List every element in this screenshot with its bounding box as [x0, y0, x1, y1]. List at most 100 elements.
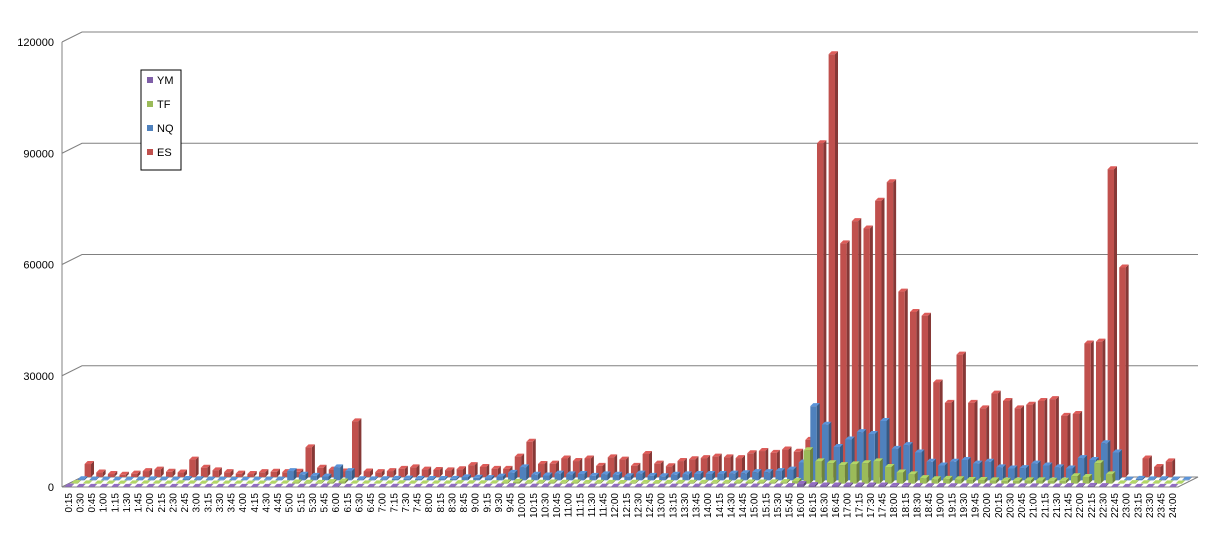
bar-side [160, 466, 164, 477]
bar-top [350, 480, 360, 484]
bar-side [722, 483, 726, 487]
bar-top [594, 479, 604, 483]
bar-side [962, 351, 966, 477]
bar-side [350, 483, 354, 487]
bar-side [71, 483, 75, 487]
bar-es [247, 474, 254, 477]
bar-ym [901, 485, 909, 487]
bar-side [554, 479, 558, 484]
bar-ym [796, 484, 804, 487]
bar-tf [768, 482, 776, 484]
bar-top [212, 467, 222, 471]
bar-es [212, 470, 219, 477]
bar-es [642, 454, 650, 477]
bar-es [131, 473, 138, 477]
bar-es [1107, 169, 1115, 478]
bar-top [584, 455, 594, 459]
bar-side [954, 483, 958, 487]
bar-side [182, 480, 186, 484]
bar-side [660, 460, 664, 477]
bar-top [750, 483, 760, 487]
bar-top [542, 472, 553, 476]
bar-top [222, 480, 232, 484]
x-tick-label: 12:15 [622, 493, 633, 518]
bar-top [189, 456, 199, 460]
bar-tf [861, 463, 869, 484]
bar-tf [687, 482, 694, 484]
bar-top [373, 480, 383, 484]
bar-side [991, 458, 995, 481]
bar-nq [205, 479, 213, 481]
bar-top [94, 480, 104, 484]
bar-side [408, 483, 412, 487]
bar-nq [263, 479, 271, 481]
bar-side [89, 480, 93, 484]
bar-es [723, 457, 731, 477]
bar-top [165, 468, 176, 472]
x-tick-label: 23:30 [1145, 493, 1156, 518]
bar-side [647, 479, 651, 484]
bar-side [1118, 449, 1122, 481]
x-tick-label: 2:45 [180, 493, 191, 513]
bar-side [740, 479, 744, 484]
bar-side [91, 461, 95, 477]
bar-top [361, 480, 372, 484]
x-tick-label: 9:00 [471, 493, 482, 513]
bar-side [542, 479, 546, 484]
bar-top [908, 471, 918, 475]
bar-top [738, 483, 749, 487]
bar-es [991, 393, 998, 477]
bar-es [1049, 399, 1056, 477]
x-tick-label: 13:00 [657, 493, 668, 518]
bar-top [390, 483, 400, 487]
x-tick-label: 21:00 [1029, 493, 1040, 518]
bar-es [293, 471, 301, 477]
bar-side [972, 476, 976, 484]
bar-side [926, 475, 930, 484]
bar-side [861, 482, 865, 487]
bar-side [526, 464, 530, 481]
bar-nq [1042, 465, 1050, 481]
bar-top [424, 483, 435, 487]
bar-top [944, 399, 955, 403]
bar-ym [1041, 486, 1048, 487]
bar-side [989, 483, 993, 487]
bar-es [479, 466, 487, 477]
bar-es [1165, 461, 1173, 477]
bar-side [838, 482, 842, 487]
bar-tf [71, 483, 78, 484]
bar-nq [77, 479, 85, 481]
bar-top [728, 470, 739, 474]
bar-side [1142, 475, 1146, 481]
bar-top [1084, 340, 1094, 344]
bar-side [931, 483, 935, 487]
bar-top [1082, 473, 1093, 477]
bar-side [147, 480, 151, 484]
bar-side [821, 458, 825, 484]
bar-ym [982, 486, 990, 487]
bar-tf [652, 482, 659, 484]
bar-side [293, 468, 297, 481]
bar-top [838, 462, 848, 466]
bar-side [107, 476, 111, 481]
bar-es [909, 311, 917, 477]
bar-side [172, 468, 176, 477]
bar-side [270, 476, 274, 481]
bar-side [112, 480, 116, 484]
bar-es [468, 465, 475, 477]
bar-top [478, 480, 488, 484]
bar-top [175, 480, 186, 484]
bar-side [230, 469, 234, 477]
bar-es [840, 243, 847, 477]
bar-tf [1071, 476, 1078, 484]
bar-es [119, 474, 126, 477]
bar-side [605, 483, 609, 487]
bar-tf [780, 482, 787, 484]
bar-es [886, 182, 894, 477]
bar-side [909, 442, 913, 481]
bar-es [712, 456, 719, 477]
bar-top [996, 464, 1006, 468]
bar-top [238, 483, 249, 487]
bar-es [735, 458, 743, 477]
